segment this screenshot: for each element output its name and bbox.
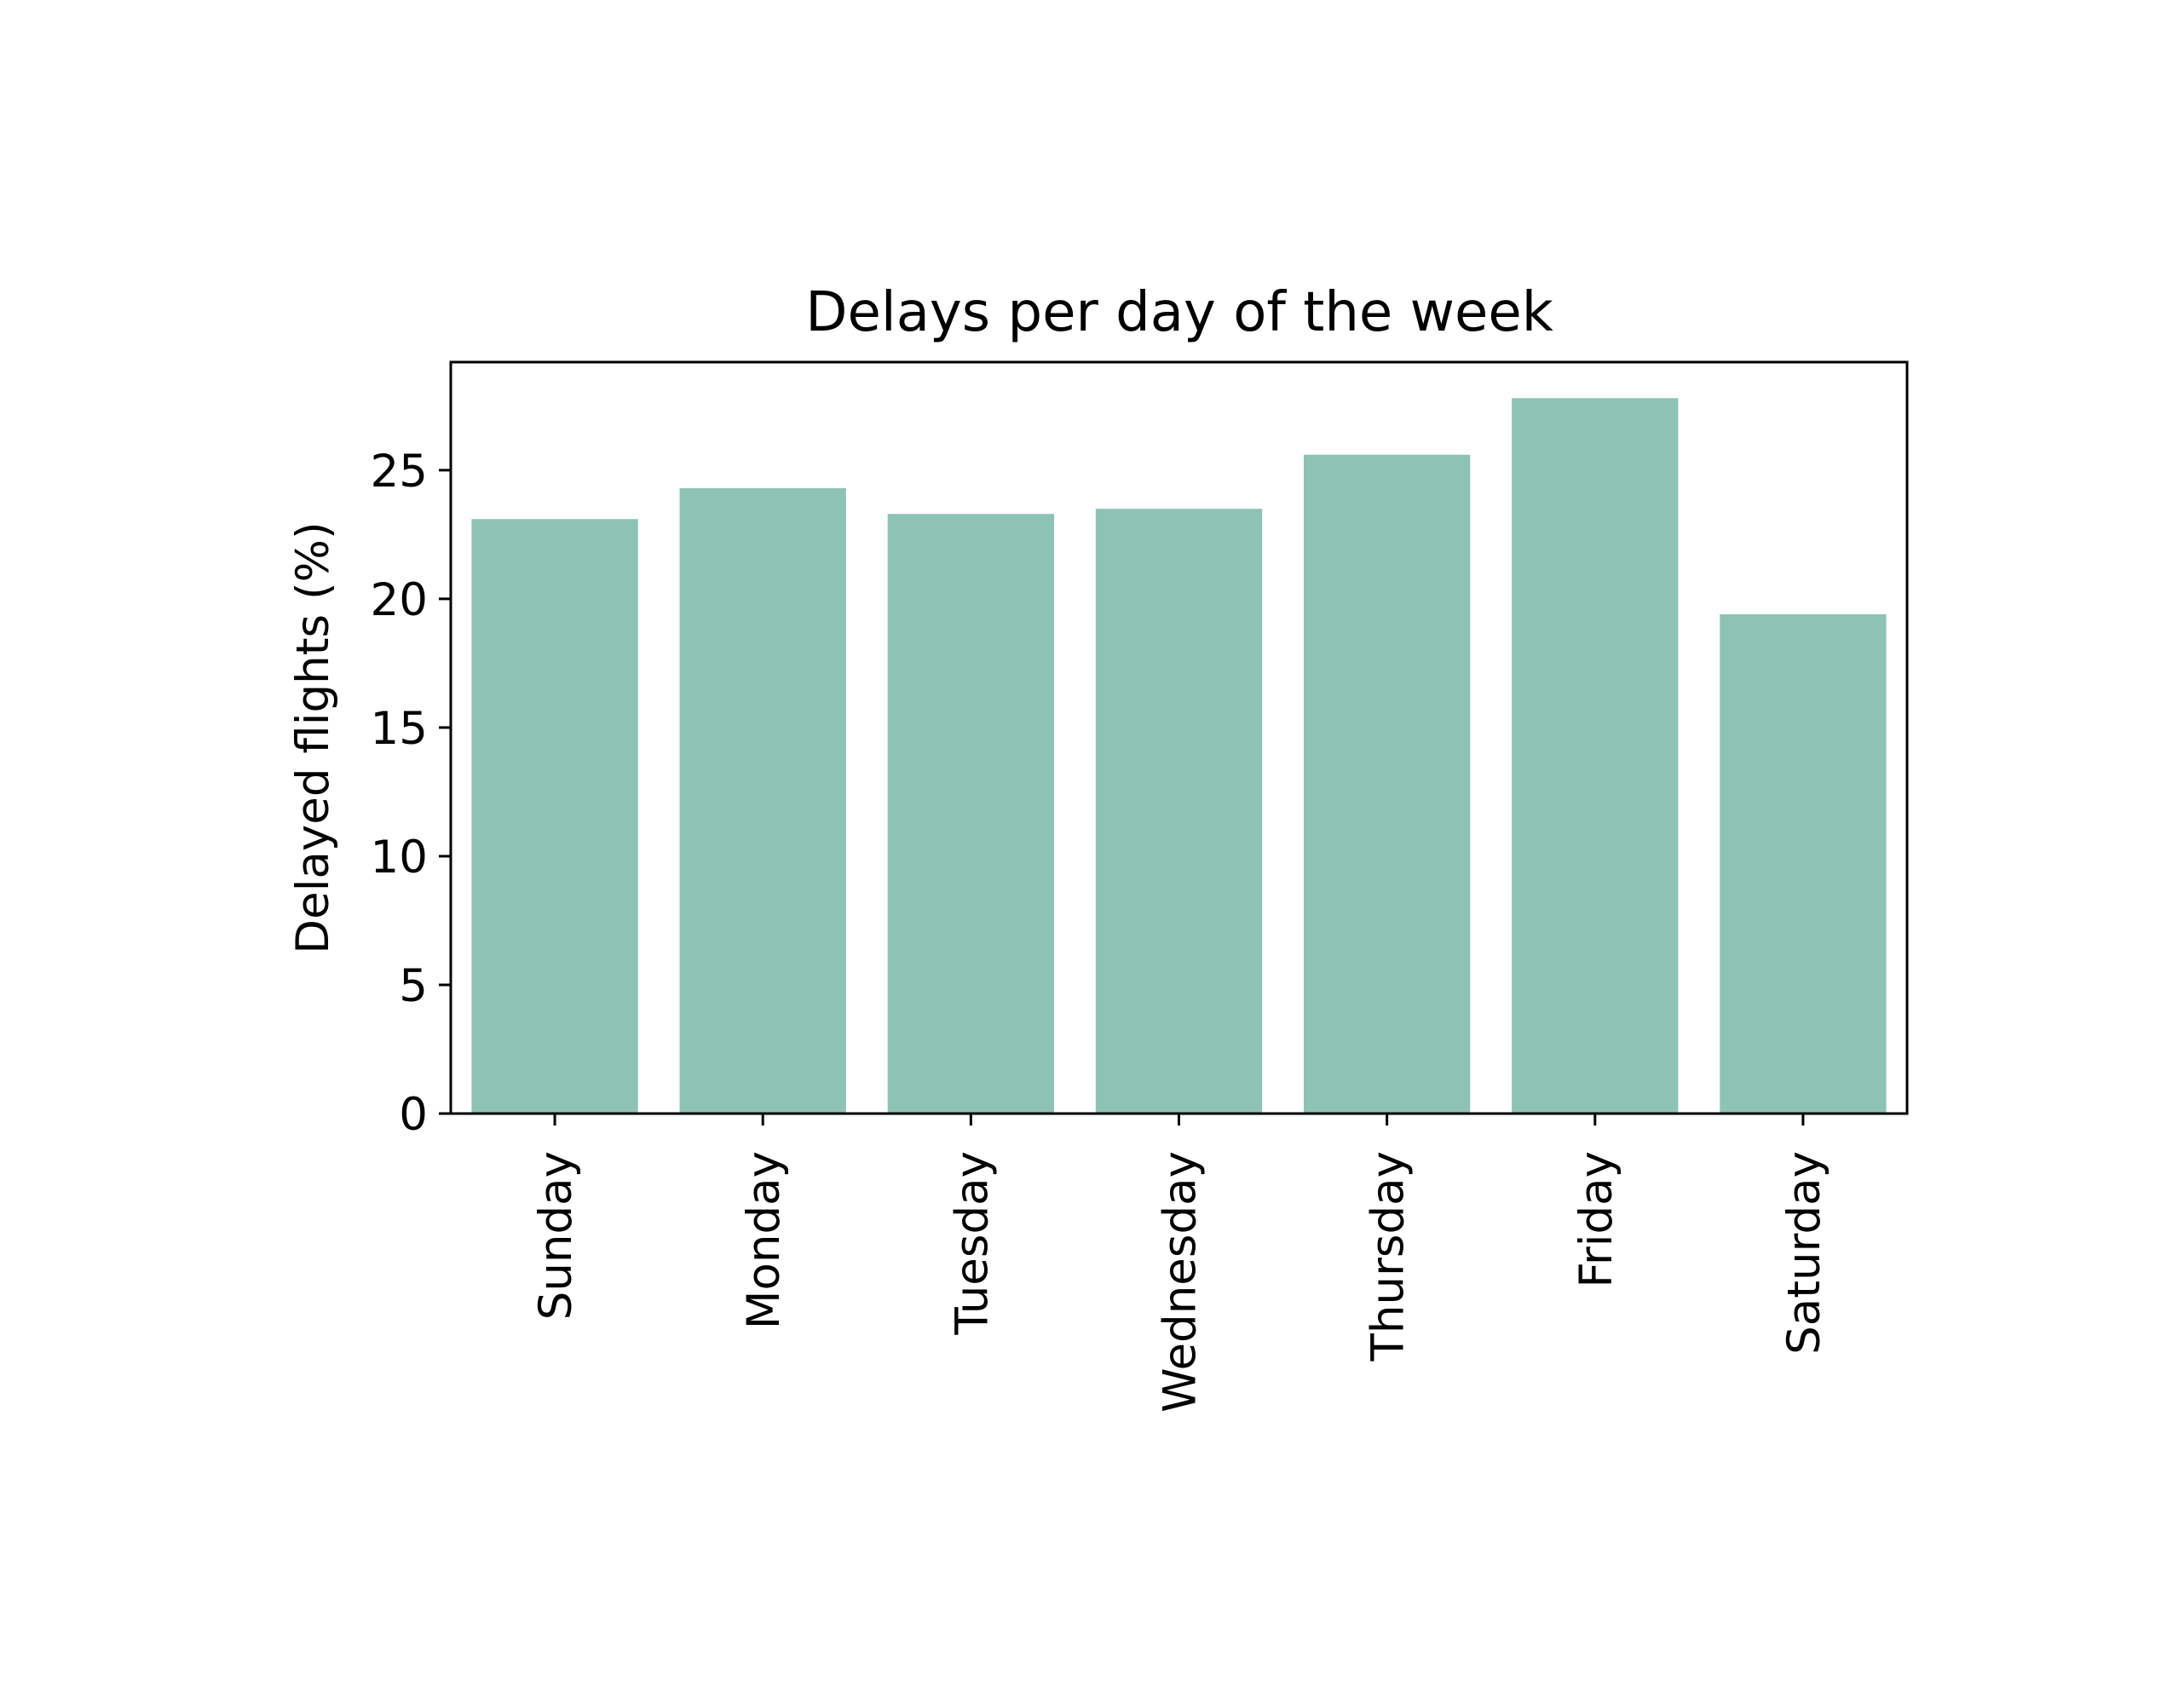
- bar-tuesday: [887, 514, 1055, 1114]
- y-tick-label-25: 25: [371, 446, 428, 498]
- x-tick-label-saturday: Saturday: [1778, 1151, 1830, 1355]
- x-tick-label-wednesday: Wednesday: [1155, 1151, 1207, 1413]
- y-axis-ticks: 0 5 10 15 20 25: [371, 446, 451, 1141]
- chart-title: Delays per day of the week: [805, 281, 1553, 344]
- bar-thursday: [1303, 454, 1471, 1114]
- bar-saturday: [1720, 614, 1887, 1114]
- x-tick-label-sunday: Sunday: [530, 1151, 582, 1320]
- y-tick-label-0: 0: [399, 1089, 428, 1141]
- x-tick-label-tuesday: Tuesday: [946, 1151, 998, 1336]
- x-tick-label-thursday: Thursday: [1363, 1151, 1415, 1361]
- y-tick-label-5: 5: [399, 960, 428, 1012]
- bars-group: [471, 398, 1887, 1114]
- bar-wednesday: [1095, 509, 1263, 1114]
- x-tick-label-friday: Friday: [1570, 1151, 1622, 1288]
- bar-sunday: [471, 519, 638, 1114]
- y-tick-label-20: 20: [371, 574, 428, 626]
- bar-monday: [679, 488, 846, 1114]
- x-axis-ticks: Sunday Monday Tuesday Wednesday Thursday Frid…: [530, 1114, 1830, 1413]
- x-tick-label-monday: Monday: [738, 1151, 790, 1329]
- y-axis-label: Delayed flights (%): [287, 521, 339, 953]
- y-tick-label-10: 10: [371, 832, 428, 884]
- bar-friday: [1512, 398, 1679, 1114]
- y-tick-label-15: 15: [371, 703, 428, 755]
- plot-frame: [449, 360, 1909, 1115]
